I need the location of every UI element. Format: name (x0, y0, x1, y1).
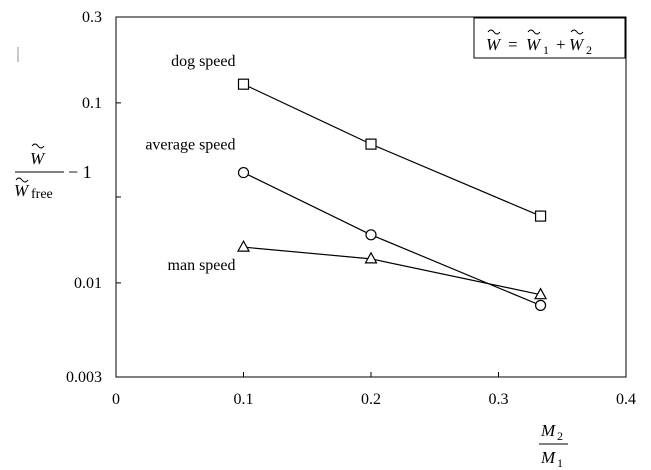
x-label-denominator: M (540, 448, 556, 467)
y-tick-label: 0.3 (82, 9, 102, 26)
y-label-denominator: W (14, 181, 30, 200)
tilde-mark (527, 29, 541, 35)
series-label: average speed (145, 137, 235, 154)
plot-frame (115, 16, 627, 378)
x-tick-label: 0 (112, 391, 120, 408)
legend-rhs-first-sub: 1 (543, 43, 549, 57)
y-tick-label: 0.01 (74, 275, 102, 292)
x-axis-label: M 2 M 1 (539, 421, 568, 470)
legend-rhs-second-sub: 2 (586, 43, 592, 57)
series-layer (236, 78, 548, 311)
x-tick-label: 0.3 (489, 391, 509, 408)
square-marker (365, 138, 377, 150)
legend-lhs: W (486, 35, 502, 54)
y-label-numerator: W (30, 149, 46, 168)
legend-box (473, 17, 626, 59)
x-tick-label: 0.2 (361, 391, 381, 408)
square-marker (534, 210, 547, 222)
x-label-numerator: M (540, 421, 556, 440)
y-label-suffix: − 1 (68, 162, 92, 182)
tilde-mark (15, 177, 29, 183)
x-label-denominator-sub: 1 (557, 456, 563, 470)
legend-rhs-second: W (569, 35, 585, 54)
y-tick-label: 0.003 (66, 369, 102, 386)
triangle-marker (236, 239, 251, 252)
series-label: dog speed (171, 53, 235, 70)
circle-marker (237, 166, 250, 179)
legend-equals: = (508, 35, 518, 54)
series-labels: dog speed average speed man speed (145, 53, 235, 274)
series-line-square (243, 83, 541, 217)
y-axis-label: W W free − 1 (14, 143, 92, 202)
series-label: man speed (168, 257, 236, 274)
series-line-triangle (243, 246, 541, 296)
legend-rhs-first: W (526, 35, 542, 54)
tilde-mark (570, 29, 584, 35)
legend-plus: + (556, 35, 566, 54)
y-label-denominator-sub: free (31, 187, 53, 202)
tilde-mark (31, 143, 45, 149)
circle-marker (365, 229, 377, 241)
square-marker (237, 78, 250, 90)
axis-ticks: 0 0.1 0.2 0.3 0.4 0.003 0.01 0.1 0.3 (66, 9, 636, 408)
triangle-marker (534, 287, 548, 300)
x-label-numerator-sub: 2 (557, 429, 563, 443)
circle-marker (534, 299, 547, 311)
x-tick-label: 0.1 (234, 391, 254, 408)
x-tick-label: 0.4 (616, 391, 636, 408)
y-tick-label: 0.1 (82, 95, 102, 112)
legend-formula: W = W 1 + W 2 (473, 17, 626, 59)
tilde-mark (487, 29, 501, 35)
triangle-marker (364, 251, 378, 264)
